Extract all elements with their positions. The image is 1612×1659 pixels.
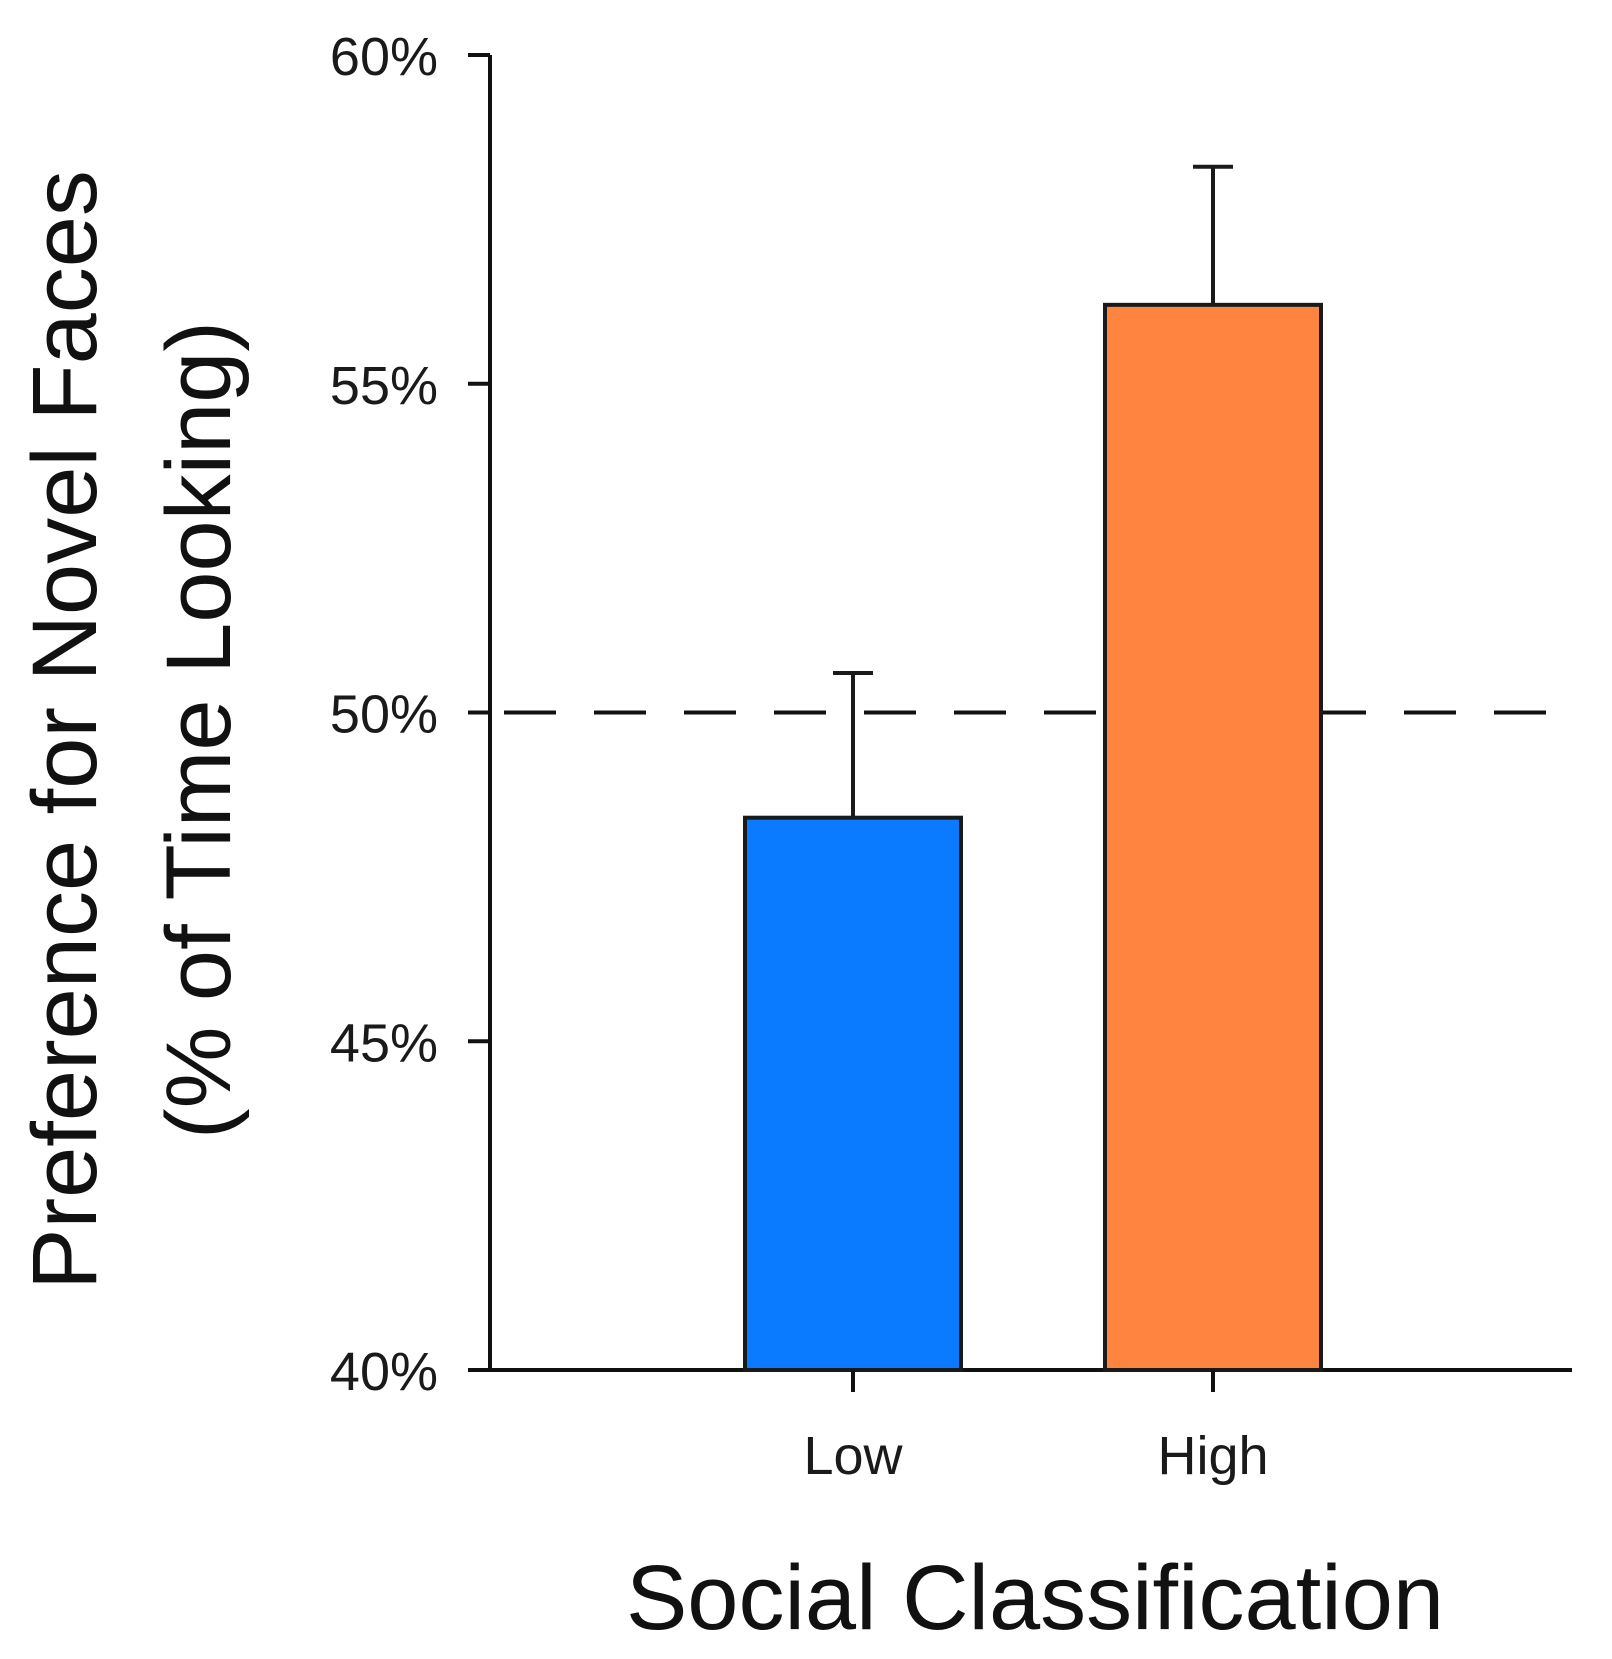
x-tick-label-low: Low [803,1426,903,1486]
y-tick-label: 55% [330,356,438,416]
y-tick-label: 40% [330,1342,438,1402]
y-tick-label: 60% [330,27,438,87]
y-tick-label: 50% [330,685,438,745]
y-tick-label: 45% [330,1013,438,1073]
y-axis-title: Preference for Novel Faces (% of Time Lo… [14,170,250,1290]
bar-low [743,815,963,1372]
y-axis-title-line-1: Preference for Novel Faces [14,170,116,1290]
bars [743,164,1323,1373]
bar-high [1103,302,1323,1373]
axes [468,55,1572,1372]
x-axis-title: Social Classification [626,1547,1444,1649]
y-axis-title-line-2: (% of Time Looking) [148,321,250,1139]
x-tick-label-high: High [1157,1426,1268,1486]
y-ticks: 40% 45% 50% 55% 60% [330,27,490,1402]
x-ticks: Low High [803,1370,1269,1486]
